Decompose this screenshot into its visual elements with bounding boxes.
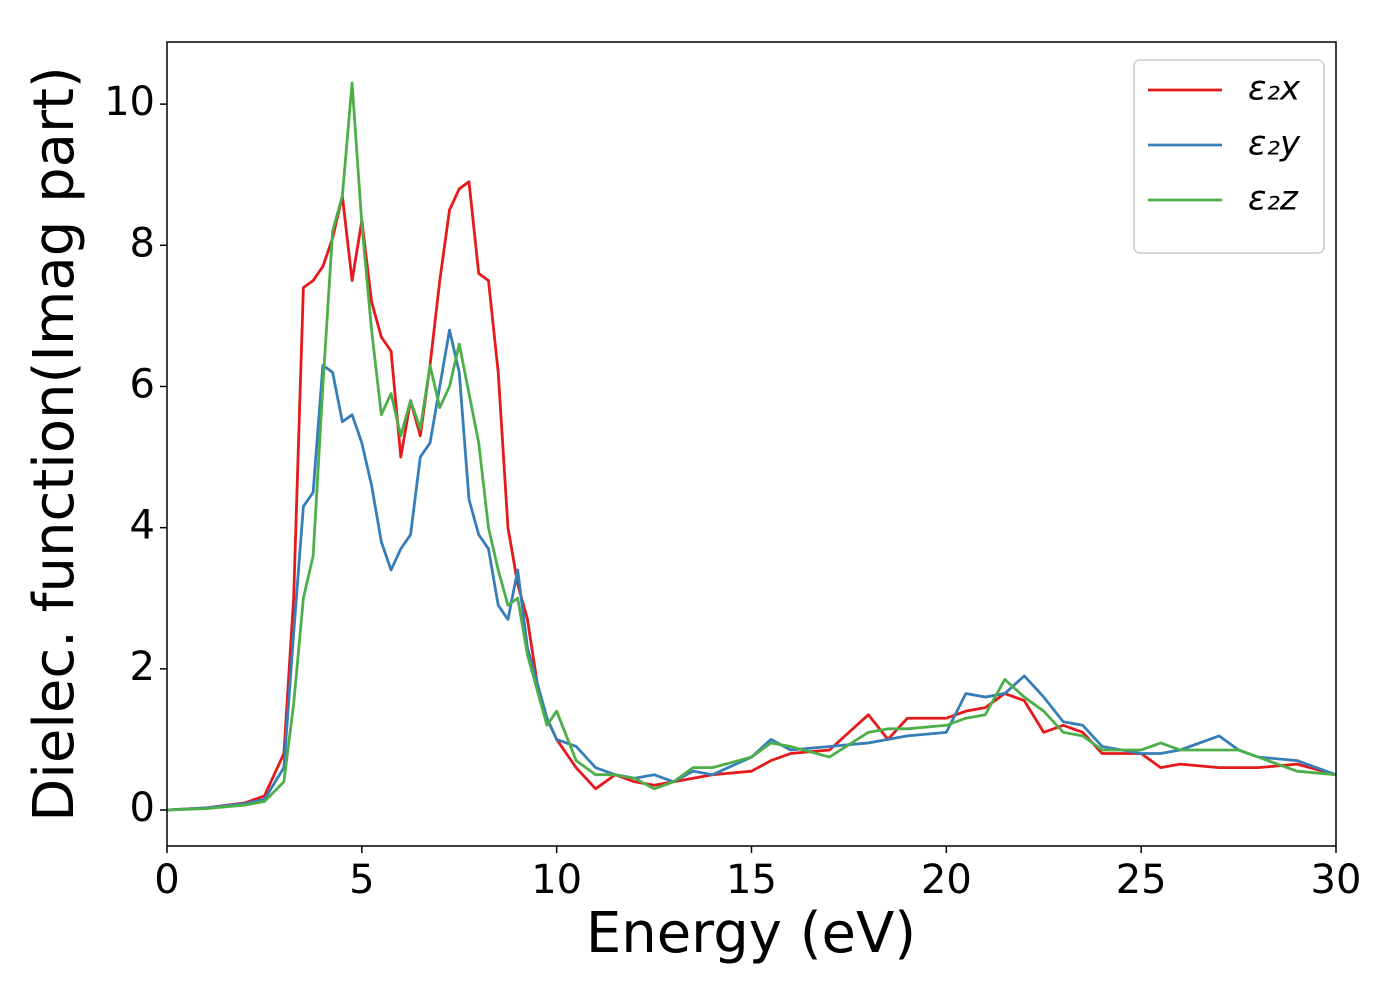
y-tick-label: 4	[130, 503, 155, 549]
x-tick-label: 5	[349, 857, 374, 903]
x-tick-label: 20	[921, 857, 972, 903]
series-line	[167, 328, 1336, 812]
legend-label: ε₂x	[1248, 69, 1301, 109]
x-tick-label: 25	[1116, 857, 1167, 903]
legend-label: ε₂z	[1248, 179, 1299, 219]
y-axis-label: Dielec. function(Imag part)	[22, 66, 87, 822]
plot-frame	[166, 41, 1337, 847]
legend-label: ε₂y	[1248, 124, 1301, 164]
x-tick-label: 15	[726, 857, 777, 903]
legend-box	[1133, 59, 1325, 254]
y-tick-label: 6	[130, 361, 155, 407]
series-line	[167, 81, 1336, 812]
y-tick-label: 2	[130, 644, 155, 690]
x-tick-label: 30	[1311, 857, 1362, 903]
x-axis-label: Energy (eV)	[586, 901, 916, 966]
y-tick-label: 8	[130, 220, 155, 266]
y-tick-label: 10	[104, 79, 155, 125]
x-tick-label: 0	[154, 857, 179, 903]
x-tick-label: 10	[531, 857, 582, 903]
y-tick-label: 0	[130, 785, 155, 831]
